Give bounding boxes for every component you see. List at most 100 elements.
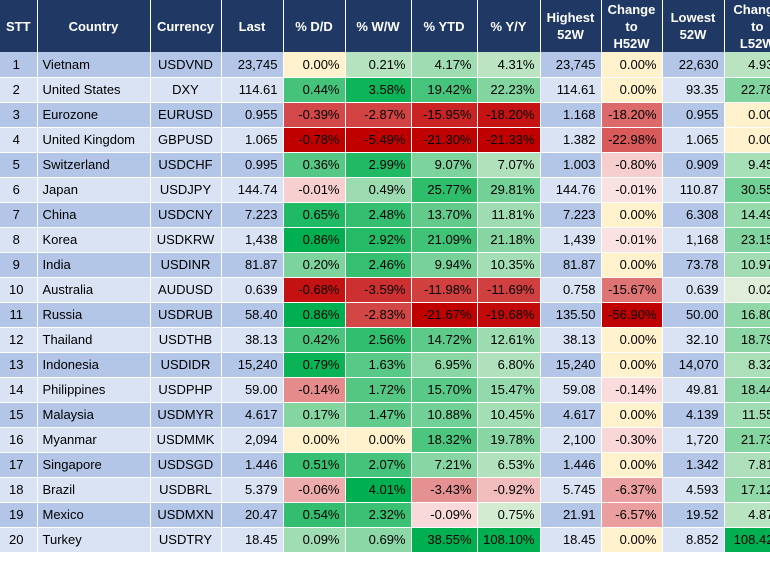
cell-change-h52w: -22.98% — [601, 127, 663, 153]
cell-change-l52w: 21.73% — [724, 427, 770, 453]
cell-change-h52w: 0.00% — [601, 77, 663, 103]
cell-currency: USDTRY — [150, 527, 222, 553]
header-row: STT Country Currency Last% D/D% W/W% YTD% Y… — [0, 0, 770, 52]
cell-high52w: 1.382 — [540, 127, 602, 153]
cell-stt: 3 — [0, 102, 38, 128]
cell-ww: 3.58% — [345, 77, 412, 103]
cell-country: Malaysia — [37, 402, 151, 428]
header-change-h52w: Change to H52W — [601, 0, 663, 52]
cell-last: 144.74 — [221, 177, 284, 203]
cell-ytd: 25.77% — [411, 177, 478, 203]
cell-dd: 0.42% — [283, 327, 346, 353]
cell-yy: 0.75% — [477, 502, 541, 528]
cell-change-h52w: 0.00% — [601, 527, 663, 553]
cell-ww: 0.21% — [345, 52, 412, 78]
cell-dd: 0.44% — [283, 77, 346, 103]
cell-stt: 11 — [0, 302, 38, 328]
cell-yy: 108.10% — [477, 527, 541, 553]
cell-change-h52w: 0.00% — [601, 352, 663, 378]
cell-country: Singapore — [37, 452, 151, 478]
cell-ww: 2.56% — [345, 327, 412, 353]
cell-last: 15,240 — [221, 352, 284, 378]
cell-last: 5.379 — [221, 477, 284, 503]
cell-change-h52w: 0.00% — [601, 402, 663, 428]
cell-dd: -0.01% — [283, 177, 346, 203]
cell-yy: 6.80% — [477, 352, 541, 378]
cell-yy: 19.78% — [477, 427, 541, 453]
cell-high52w: 144.76 — [540, 177, 602, 203]
cell-dd: 0.86% — [283, 302, 346, 328]
cell-low52w: 8.852 — [662, 527, 725, 553]
cell-stt: 5 — [0, 152, 38, 178]
cell-currency: EURUSD — [150, 102, 222, 128]
cell-high52w: 2,100 — [540, 427, 602, 453]
cell-high52w: 5.745 — [540, 477, 602, 503]
cell-high52w: 1.003 — [540, 152, 602, 178]
cell-stt: 19 — [0, 502, 38, 528]
cell-yy: -19.68% — [477, 302, 541, 328]
cell-low52w: 1.065 — [662, 127, 725, 153]
cell-dd: 0.09% — [283, 527, 346, 553]
table-row: 17 Singapore USDSGD 1.446 0.51% 2.07% 7.21% 6.5… — [0, 452, 770, 478]
cell-ww: 0.00% — [345, 427, 412, 453]
cell-low52w: 0.909 — [662, 152, 725, 178]
cell-country: Thailand — [37, 327, 151, 353]
table-row: 5 Switzerland USDCHF 0.995 0.36% 2.99% 9.07% 7.… — [0, 152, 770, 178]
cell-last: 7.223 — [221, 202, 284, 228]
header-currency: Currency — [150, 0, 222, 52]
cell-currency: USDMXN — [150, 502, 222, 528]
cell-currency: GBPUSD — [150, 127, 222, 153]
cell-ytd: 18.32% — [411, 427, 478, 453]
cell-change-h52w: -0.80% — [601, 152, 663, 178]
cell-dd: 0.36% — [283, 152, 346, 178]
cell-low52w: 0.955 — [662, 102, 725, 128]
cell-ytd: -0.09% — [411, 502, 478, 528]
cell-change-h52w: 0.00% — [601, 452, 663, 478]
cell-low52w: 19.52 — [662, 502, 725, 528]
cell-change-h52w: 0.00% — [601, 202, 663, 228]
cell-stt: 1 — [0, 52, 38, 78]
cell-high52w: 23,745 — [540, 52, 602, 78]
cell-stt: 20 — [0, 527, 38, 553]
cell-country: Brazil — [37, 477, 151, 503]
cell-ww: 0.69% — [345, 527, 412, 553]
cell-change-l52w: 0.00% — [724, 102, 770, 128]
cell-low52w: 1,720 — [662, 427, 725, 453]
table-row: 12 Thailand USDTHB 38.13 0.42% 2.56% 14.72% 12.… — [0, 327, 770, 353]
cell-currency: USDTHB — [150, 327, 222, 353]
cell-country: United Kingdom — [37, 127, 151, 153]
header-ytd: % YTD — [411, 0, 478, 52]
cell-ytd: 38.55% — [411, 527, 478, 553]
cell-stt: 18 — [0, 477, 38, 503]
cell-change-l52w: 11.55% — [724, 402, 770, 428]
cell-low52w: 14,070 — [662, 352, 725, 378]
cell-high52w: 114.61 — [540, 77, 602, 103]
cell-change-l52w: 108.42% — [724, 527, 770, 553]
cell-ww: -2.83% — [345, 302, 412, 328]
table-row: 11 Russia USDRUB 58.40 0.86% -2.83% -21.67% -19… — [0, 302, 770, 328]
cell-yy: 21.18% — [477, 227, 541, 253]
cell-low52w: 50.00 — [662, 302, 725, 328]
header-change-l52w: ChangetoL52W — [724, 0, 770, 52]
cell-dd: -0.39% — [283, 102, 346, 128]
cell-currency: DXY — [150, 77, 222, 103]
cell-low52w: 22,630 — [662, 52, 725, 78]
table-row: 9 India USDINR 81.87 0.20% 2.46% 9.94% 10.35% 81… — [0, 252, 770, 278]
cell-high52w: 1,439 — [540, 227, 602, 253]
cell-dd: 0.00% — [283, 427, 346, 453]
cell-last: 1,438 — [221, 227, 284, 253]
table-row: 4 United Kingdom GBPUSD 1.065 -0.78% -5.49% -2… — [0, 127, 770, 153]
cell-country: Indonesia — [37, 352, 151, 378]
cell-high52w: 1.168 — [540, 102, 602, 128]
header-country: Country — [37, 0, 151, 52]
cell-ytd: 7.21% — [411, 452, 478, 478]
cell-last: 114.61 — [221, 77, 284, 103]
cell-ww: 1.47% — [345, 402, 412, 428]
cell-dd: 0.20% — [283, 252, 346, 278]
table-row: 10 Australia AUDUSD 0.639 -0.68% -3.59% -11.98… — [0, 277, 770, 303]
cell-dd: 0.86% — [283, 227, 346, 253]
cell-change-h52w: -0.01% — [601, 227, 663, 253]
cell-change-h52w: 0.00% — [601, 327, 663, 353]
cell-dd: -0.78% — [283, 127, 346, 153]
cell-currency: USDPHP — [150, 377, 222, 403]
